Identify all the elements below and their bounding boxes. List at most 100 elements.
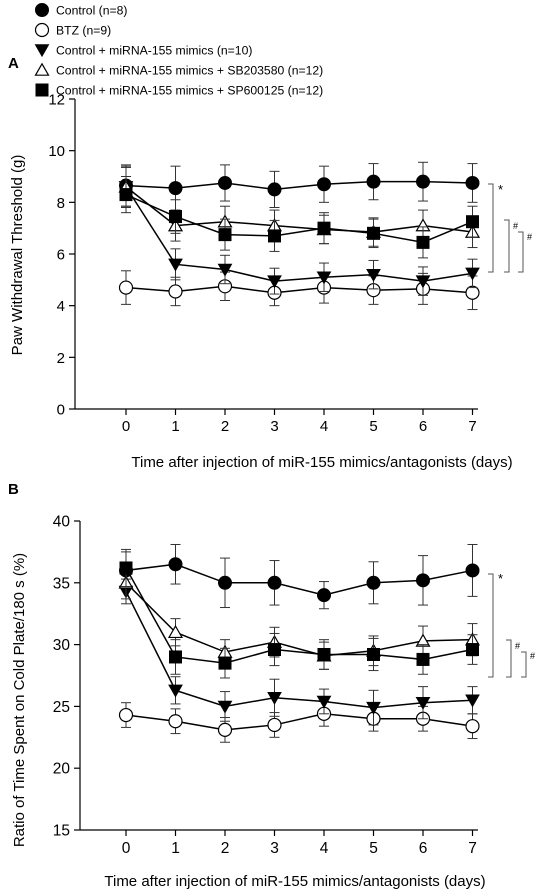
panel-a-x-tick-label: 6 <box>419 418 427 435</box>
panel-b-x-axis-label: Time after injection of miR-155 mimics/a… <box>104 873 485 890</box>
panel-b-point <box>316 695 332 709</box>
panel-a-point <box>218 228 232 242</box>
panel-a-bracket-label: * <box>498 182 503 197</box>
panel-a-point <box>267 275 282 289</box>
legend-marker-filled-triangle-down <box>34 44 50 58</box>
panel-a-bracket-1: # <box>504 219 518 273</box>
legend-label-2: Control + miRNA-155 mimics (n=10) <box>56 44 252 58</box>
panel-b-bracket-1: # <box>506 639 520 678</box>
panel-a-point <box>366 268 381 282</box>
legend-marker-open-triangle-up <box>34 62 50 76</box>
panel-a-x-tick-label: 0 <box>122 418 130 435</box>
panel-b-point <box>317 647 331 661</box>
panel-a-point <box>317 177 331 192</box>
panel-b-x-tick-label: 5 <box>369 840 378 857</box>
panel-b-bracket-label: * <box>498 571 503 586</box>
panel-b-series <box>118 543 481 743</box>
panel-b-point <box>218 656 232 670</box>
panel-b-y-axis-label: Ratio of Time Spent on Cold Plate/180 s … <box>11 553 28 847</box>
panel-a-x-tick-label: 2 <box>221 418 229 435</box>
panel-b-letter: B <box>8 481 19 498</box>
panel-b-series-line <box>125 563 473 596</box>
panel-a-point <box>168 284 183 299</box>
panel-a-point <box>268 229 281 243</box>
panel-a-y-tick-label: 2 <box>57 350 65 367</box>
panel-b-y-tick-label: 30 <box>53 637 71 654</box>
panel-a-x-tick-label: 7 <box>468 418 476 435</box>
panel-b-point <box>465 719 480 734</box>
panel-b-point <box>217 722 233 737</box>
legend-marker-filled-circle <box>35 3 49 17</box>
panel-b-series-filled-circle <box>119 543 480 610</box>
panel-b-point <box>415 696 431 710</box>
panel-b-point <box>267 692 282 705</box>
panel-a-point <box>168 181 183 196</box>
panel-a-point <box>168 258 183 272</box>
panel-b-series-line <box>125 591 473 709</box>
panel-a-x-axis-label: Time after injection of miR-155 mimics/a… <box>131 454 512 471</box>
panel-b-point <box>119 561 133 575</box>
panel-a-series-line <box>125 285 473 294</box>
panel-a-series-line <box>125 180 473 191</box>
panel-b-x-tick-label: 2 <box>221 840 230 857</box>
panel-a-bracket-label: # <box>513 221 518 231</box>
panel-b-significance-brackets: * # # <box>488 571 535 678</box>
legend-label-0: Control (n=8) <box>56 4 127 18</box>
panel-b-series-open-circle <box>118 700 480 743</box>
panel-b-point <box>466 643 479 657</box>
panel-b-point <box>169 650 182 664</box>
panel-a-y-tick-label: 12 <box>48 92 65 109</box>
legend-label-4: Control + miRNA-155 mimics + SP600125 (n… <box>56 84 323 98</box>
panel-b-y-tick-label: 35 <box>53 575 70 592</box>
panel-a-point <box>367 226 380 240</box>
panel-a-x-tick-label: 1 <box>171 418 179 435</box>
panel-b-point <box>168 557 183 572</box>
panel-a-significance-brackets: * # # <box>488 182 532 273</box>
panel-a-point <box>465 267 480 281</box>
panel-b-bracket-label: # <box>515 641 520 651</box>
panel-a-letter: A <box>8 55 19 72</box>
panel-b-point <box>416 652 430 666</box>
panel-a-point <box>317 221 331 235</box>
panel-a-point <box>415 275 431 289</box>
panel-b-point <box>268 643 281 657</box>
panel-a-series-line <box>125 186 473 282</box>
panel-a-x-tick-label: 3 <box>270 418 278 435</box>
panel-a-point <box>465 285 480 300</box>
panel-b-y-tick-label: 25 <box>53 699 70 716</box>
panel-b-series-line <box>125 713 473 731</box>
panel-a-point <box>118 280 134 295</box>
panel-a-point <box>316 271 332 285</box>
panel-b-y-tick-label: 20 <box>53 761 71 778</box>
panel-b-point <box>465 563 480 578</box>
panel-b-point <box>167 624 184 639</box>
panel-b-point <box>168 684 183 698</box>
panel-a-series-line <box>125 193 473 244</box>
panel-a-series-line <box>125 186 473 233</box>
panel-b-point <box>317 588 331 603</box>
panel-a-point <box>218 175 232 190</box>
panel-a-series <box>118 161 481 311</box>
panel-b-y-tick-label: 15 <box>53 823 70 840</box>
panel-a-x-tick-label: 5 <box>369 418 377 435</box>
panel-a-bracket-label: # <box>527 232 532 242</box>
panel-a-y-axis-label: Paw Withdrawal Threshold (g) <box>9 155 26 356</box>
panel-a-series-open-circle <box>118 270 480 311</box>
legend-label-3: Control + miRNA-155 mimics + SB203580 (n… <box>56 64 323 78</box>
panel-a-y-tick-label: 0 <box>57 402 65 419</box>
panel-a-y-tick-label: 8 <box>57 195 65 212</box>
panel-b-point <box>366 701 381 715</box>
panel-a-point <box>366 174 381 189</box>
panel-a-y-tick-label: 10 <box>48 143 65 160</box>
panel-b-series-filled-square <box>119 548 479 679</box>
panel-a-point <box>416 174 430 189</box>
panel-a-point <box>416 235 430 249</box>
panel-b-x-tick-label: 0 <box>122 840 131 857</box>
panel-a-series-filled-square <box>119 176 479 259</box>
panel-a-point <box>267 182 282 197</box>
panel-b-point <box>217 700 233 714</box>
panel-b-bracket-2: # <box>521 651 535 678</box>
